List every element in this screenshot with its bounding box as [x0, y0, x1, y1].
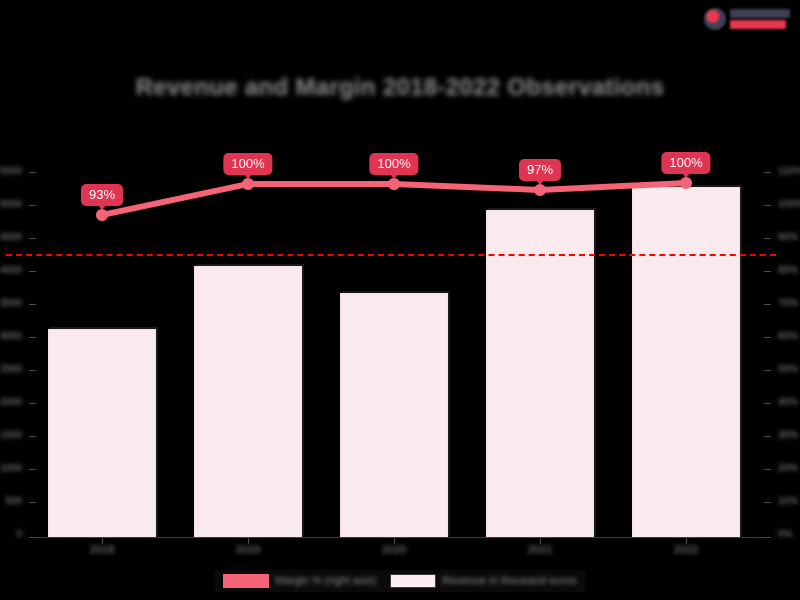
y-axis-label-right-9: 20%: [778, 463, 799, 474]
line-path: [99, 180, 689, 218]
y-axis-label-right-10: 10%: [778, 496, 799, 507]
y-tick-right: [764, 537, 771, 538]
y-tick-left: [29, 238, 36, 239]
y-tick-right: [764, 271, 771, 272]
y-axis-label-right-4: 70%: [778, 298, 799, 309]
legend-item-revenue[interactable]: Revenue in thousand euros: [390, 574, 577, 588]
bar-2018[interactable]: [48, 329, 156, 538]
line-marker-2019: [242, 178, 254, 190]
logo-mark-icon: [704, 8, 726, 30]
y-tick-left: [29, 537, 36, 538]
logo-line-1: [730, 9, 790, 18]
brand-logo: [704, 4, 790, 34]
y-tick-left: [29, 403, 36, 404]
legend-swatch-margin-icon: [223, 574, 270, 588]
x-axis: [36, 537, 764, 538]
y-tick-left: [29, 436, 36, 437]
line-marker-2018: [96, 209, 108, 221]
y-axis-label-left-5: 3000: [0, 331, 22, 342]
y-axis-label-right-8: 30%: [778, 430, 799, 441]
x-axis-label-2018: 2018: [89, 544, 115, 556]
y-tick-right: [764, 502, 771, 503]
x-tick: [248, 538, 249, 544]
x-tick: [394, 538, 395, 544]
y-axis-label-right-5: 60%: [778, 331, 799, 342]
x-axis-label-2022: 2022: [673, 544, 699, 556]
x-tick: [102, 538, 103, 544]
y-tick-left: [29, 370, 36, 371]
legend-item-margin[interactable]: Margin % (right axis): [223, 574, 376, 588]
threshold-line: [6, 254, 776, 256]
legend-swatch-revenue-icon: [390, 574, 437, 588]
y-tick-left: [29, 337, 36, 338]
data-label-2022: 100%: [661, 152, 711, 174]
x-axis-label-2019: 2019: [235, 544, 261, 556]
y-tick-left: [29, 271, 36, 272]
legend-label-margin: Margin % (right axis): [275, 575, 377, 587]
bar-2022[interactable]: [632, 187, 740, 538]
y-axis-label-left-6: 2500: [0, 364, 22, 375]
y-axis-label-right-11: 0%: [778, 529, 793, 540]
y-tick-left: [29, 502, 36, 503]
data-label-2019: 100%: [223, 153, 273, 175]
y-tick-right: [764, 238, 771, 239]
bar-2020[interactable]: [340, 293, 448, 538]
y-tick-left: [29, 304, 36, 305]
y-axis-label-right-1: 100%: [778, 199, 800, 210]
x-axis-label-2020: 2020: [381, 544, 407, 556]
y-axis-label-left-0: 5500: [0, 166, 22, 177]
line-marker-2020: [388, 178, 400, 190]
x-axis-label-2021: 2021: [527, 544, 553, 556]
y-axis-label-right-0: 110%: [778, 166, 800, 177]
x-tick: [686, 538, 687, 544]
y-axis-label-right-3: 80%: [778, 265, 799, 276]
y-axis-label-left-8: 1500: [0, 430, 22, 441]
data-label-2021: 97%: [518, 159, 562, 181]
y-axis-label-left-7: 2000: [0, 397, 22, 408]
y-tick-left: [29, 172, 36, 173]
y-tick-right: [764, 436, 771, 437]
y-tick-right: [764, 469, 771, 470]
plot-area: 5500 5000 4500 4000 3500 3000 2500 2000 …: [0, 152, 800, 556]
y-axis-label-right-2: 90%: [778, 232, 799, 243]
data-label-2020: 100%: [369, 153, 419, 175]
y-axis-label-right-7: 40%: [778, 397, 799, 408]
legend-label-revenue: Revenue in thousand euros: [442, 575, 577, 587]
x-tick: [540, 538, 541, 544]
chart-legend: Margin % (right axis) Revenue in thousan…: [0, 570, 800, 592]
chart-title-wrap: Revenue and Margin 2018-2022 Observation…: [0, 74, 800, 102]
bar-2019[interactable]: [194, 266, 302, 538]
chart-title: Revenue and Margin 2018-2022 Observation…: [135, 74, 665, 101]
data-label-2018: 93%: [80, 184, 124, 206]
y-axis-label-left-2: 4500: [0, 232, 22, 243]
y-tick-right: [764, 304, 771, 305]
y-axis-label-left-10: 500: [5, 496, 22, 507]
y-tick-right: [764, 172, 771, 173]
y-tick-right: [764, 403, 771, 404]
y-tick-right: [764, 370, 771, 371]
y-tick-right: [764, 337, 771, 338]
y-tick-left: [29, 205, 36, 206]
y-axis-label-right-6: 50%: [778, 364, 799, 375]
y-tick-right: [764, 205, 771, 206]
y-axis-label-left-11: 0: [16, 529, 22, 540]
logo-line-2: [730, 20, 787, 29]
y-axis-label-left-3: 4000: [0, 265, 22, 276]
y-tick-left: [29, 469, 36, 470]
logo-wordmark: [730, 9, 790, 29]
y-axis-label-left-9: 1000: [0, 463, 22, 474]
bar-2021[interactable]: [486, 210, 594, 538]
y-axis-label-left-4: 3500: [0, 298, 22, 309]
y-axis-label-left-1: 5000: [0, 199, 22, 210]
line-marker-2021: [534, 184, 546, 196]
